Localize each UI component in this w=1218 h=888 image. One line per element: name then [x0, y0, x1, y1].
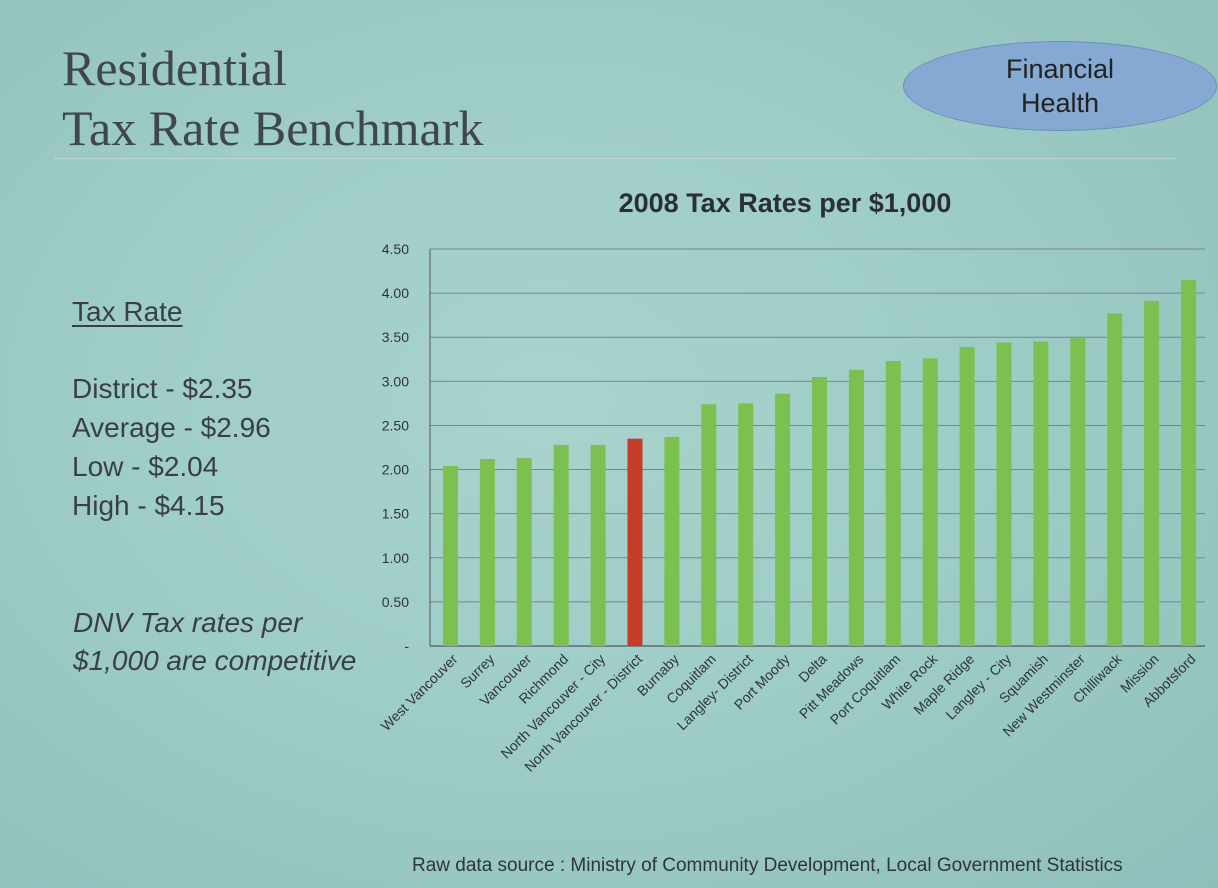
title-divider [55, 158, 1175, 159]
bar [922, 358, 938, 646]
slide-title-line2: Tax Rate Benchmark [62, 100, 484, 156]
stat-district: District - $2.35 [72, 373, 253, 404]
stat-low: Low - $2.04 [72, 451, 219, 482]
bar [516, 458, 532, 646]
y-tick-label: 2.00 [382, 462, 409, 478]
financial-health-badge: Financial Health [903, 41, 1217, 131]
y-tick-label: - [404, 638, 409, 654]
y-tick-label: 4.00 [382, 285, 409, 301]
bar [996, 342, 1012, 646]
stat-high: High - $4.15 [72, 490, 225, 521]
y-tick-label: 1.00 [382, 550, 409, 566]
data-source-note: Raw data source : Ministry of Community … [412, 855, 1123, 876]
bar [738, 403, 754, 646]
badge-line1: Financial [1005, 54, 1115, 84]
y-tick-label: 1.50 [382, 506, 409, 522]
stat-average: Average - $2.96 [72, 412, 271, 443]
bar [1070, 338, 1086, 646]
bar [553, 444, 569, 646]
bar [479, 458, 495, 646]
bar [590, 444, 606, 646]
slide-title-line1: Residential [62, 40, 287, 96]
tax-rate-stats: District - $2.35 Average - $2.96 Low - $… [72, 369, 271, 525]
bar [1181, 279, 1197, 646]
slide-title: Residential Tax Rate Benchmark [62, 38, 483, 158]
y-tick-label: 4.50 [382, 241, 409, 257]
tax-rate-heading: Tax Rate [72, 296, 183, 327]
bar-highlighted [627, 438, 643, 646]
bar [885, 361, 901, 646]
bar [701, 404, 717, 646]
y-tick-label: 3.00 [382, 373, 409, 389]
badge-line2: Health [1020, 88, 1100, 118]
bar [664, 436, 680, 646]
bar [1144, 301, 1160, 646]
bar [775, 393, 791, 646]
chart-title: 2008 Tax Rates per $1,000 [618, 188, 952, 218]
bar [812, 376, 827, 646]
y-tick-label: 2.50 [382, 417, 409, 433]
bar [1107, 313, 1123, 646]
x-category-label: West Vancouver [378, 651, 461, 734]
competitive-note: DNV Tax rates per $1,000 are competitive [73, 607, 357, 676]
y-tick-label: 3.50 [382, 329, 409, 345]
bar [848, 369, 864, 646]
y-tick-label: 0.50 [382, 594, 409, 610]
bar [959, 346, 975, 646]
bar [1033, 341, 1049, 646]
bar [442, 466, 458, 646]
